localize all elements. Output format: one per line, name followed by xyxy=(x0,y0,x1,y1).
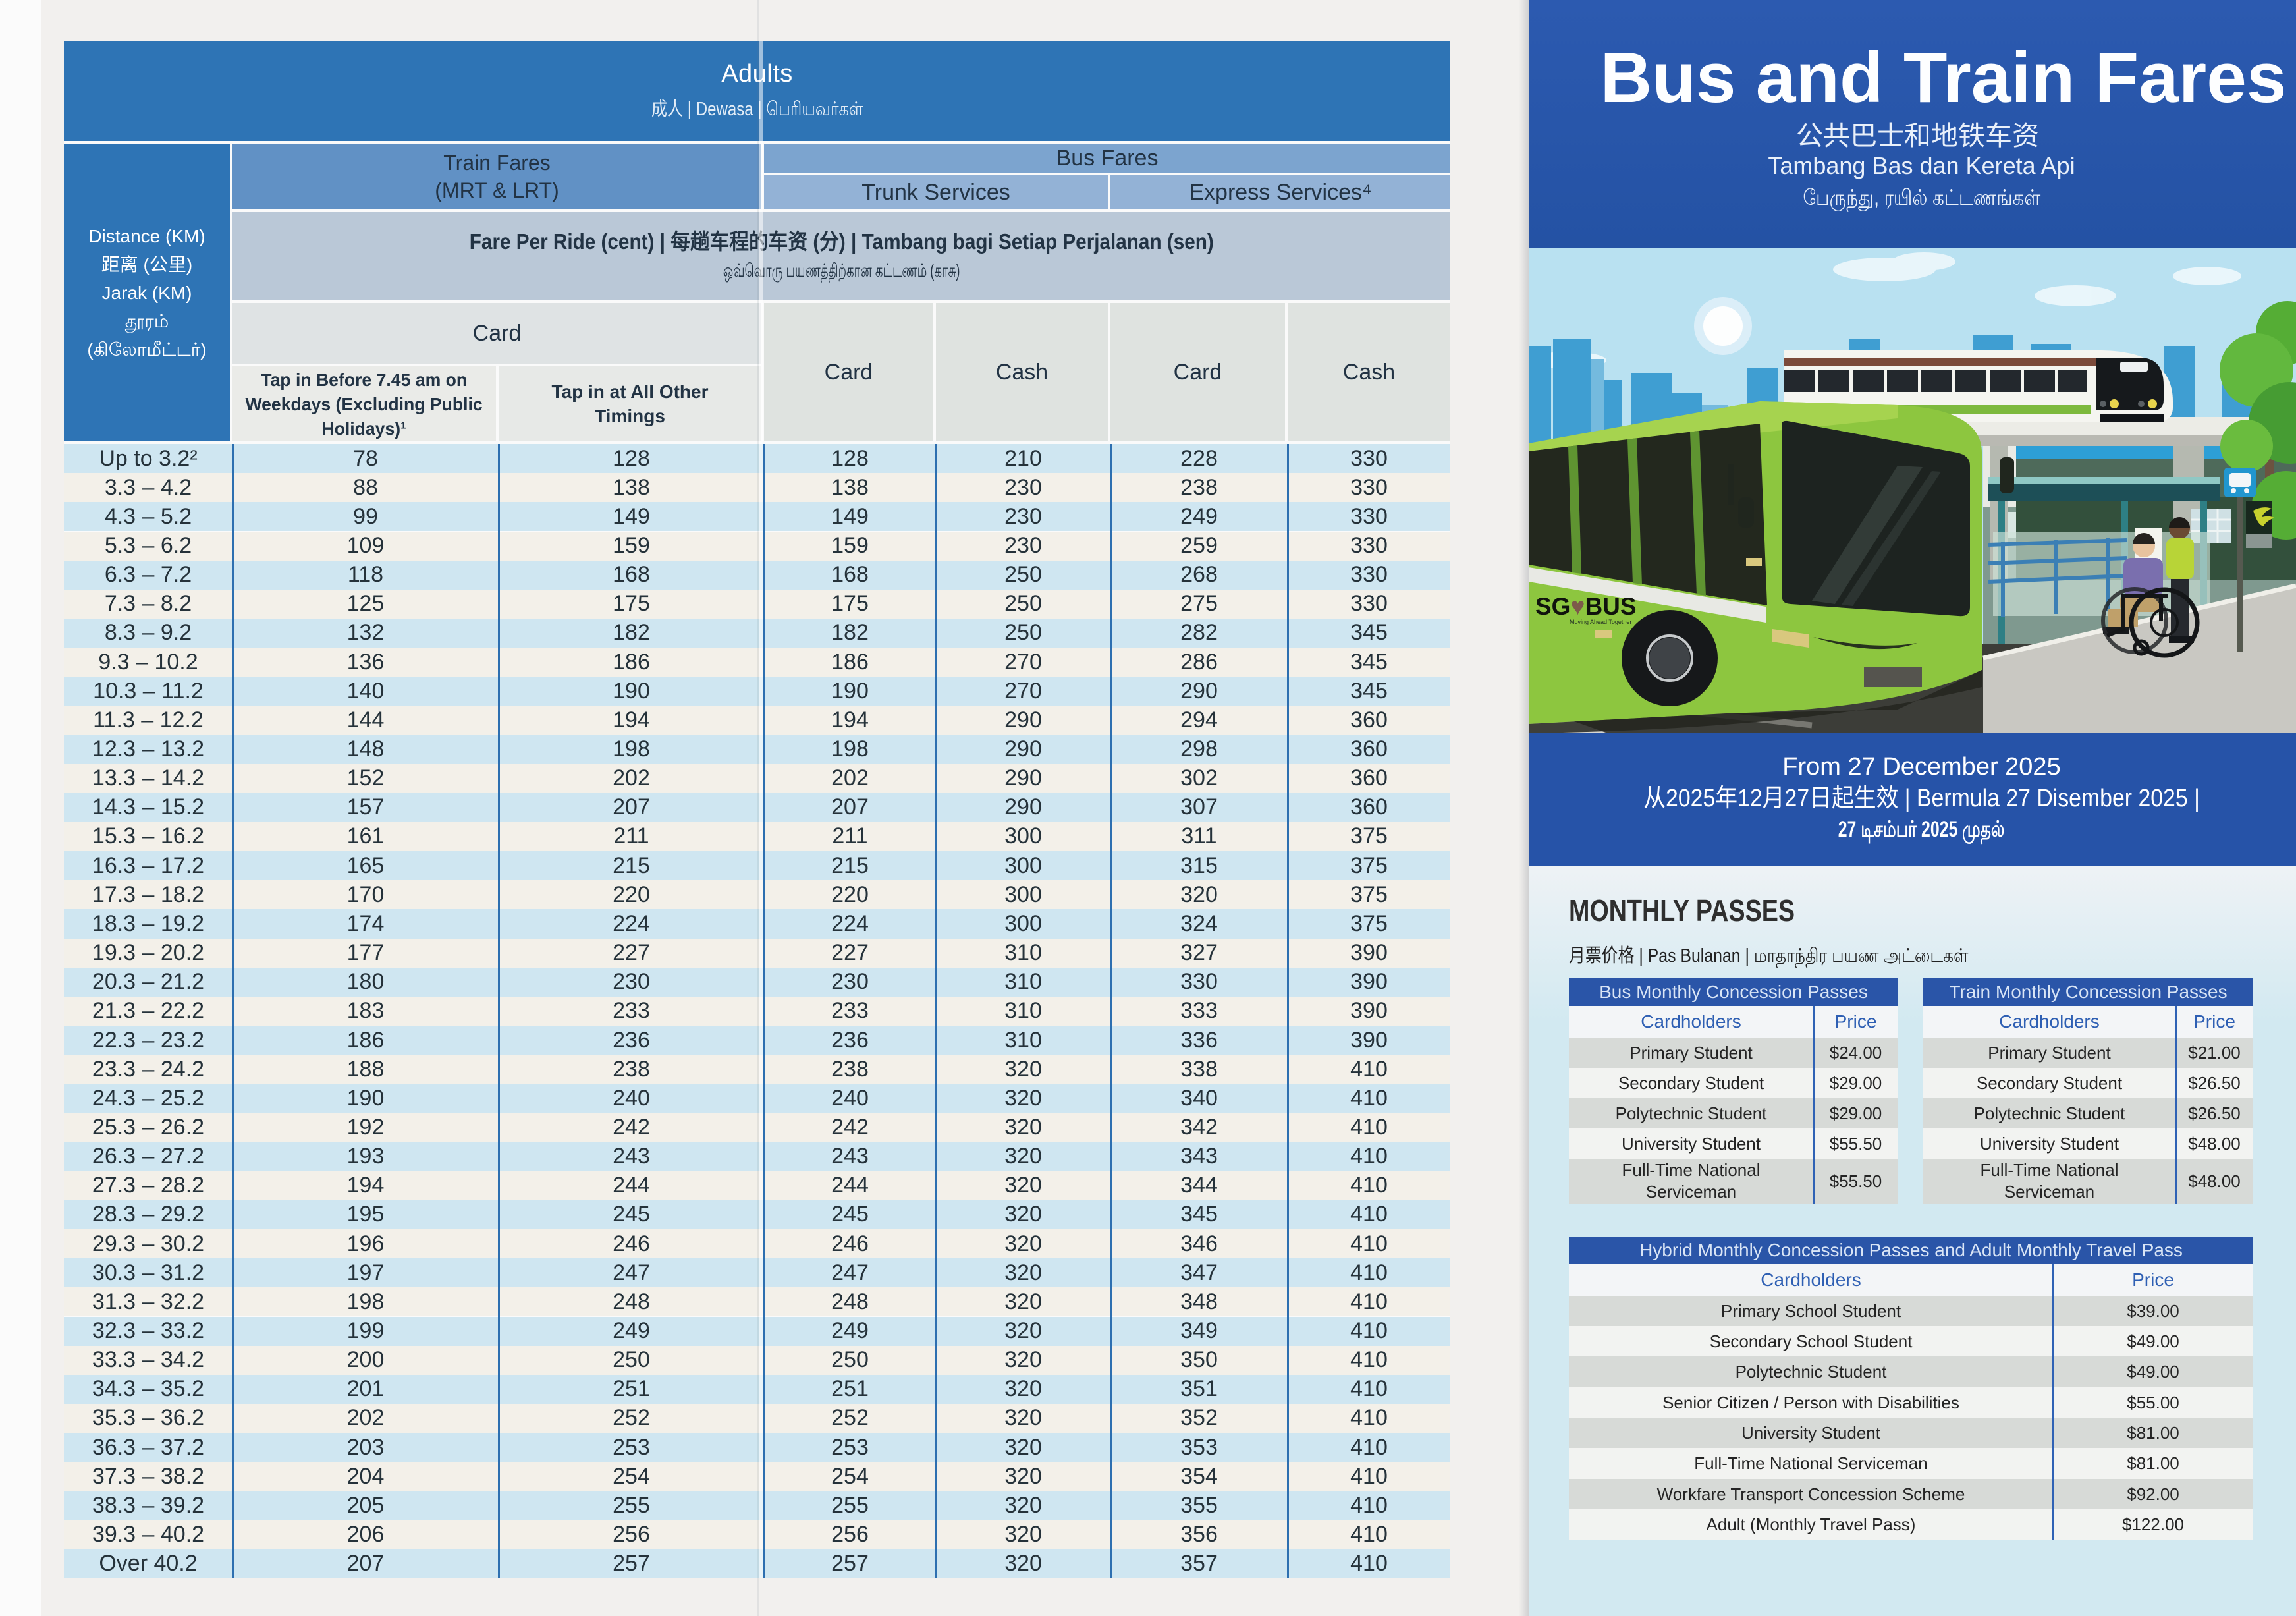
svg-text:SG♥BUS: SG♥BUS xyxy=(1535,593,1637,620)
svg-text:Moving Ahead Together: Moving Ahead Together xyxy=(1570,619,1631,625)
